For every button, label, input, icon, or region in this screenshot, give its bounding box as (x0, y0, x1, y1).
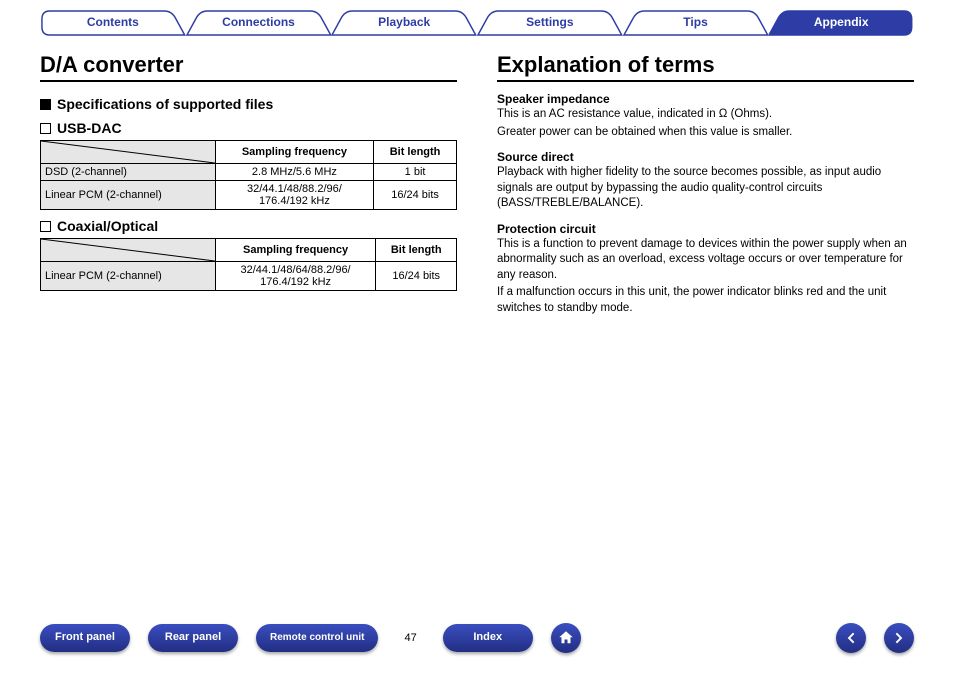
square-outline-icon (40, 123, 51, 134)
tab-playback[interactable]: Playback (331, 10, 477, 36)
right-column: Explanation of terms Speaker impedance T… (497, 46, 914, 318)
left-column: D/A converter Specifications of supporte… (40, 46, 457, 318)
term-title: Source direct (497, 150, 914, 164)
arrow-left-icon (843, 630, 859, 646)
coax-table: Sampling frequency Bit length Linear PCM… (40, 238, 457, 291)
row-bits: 16/24 bits (374, 181, 457, 210)
row-label: Linear PCM (2-channel) (41, 262, 216, 291)
row-bits: 1 bit (374, 164, 457, 181)
term-body: Playback with higher fidelity to the sou… (497, 165, 914, 212)
usb-dac-table: Sampling frequency Bit length DSD (2-cha… (40, 140, 457, 210)
usb-dac-heading: USB-DAC (40, 120, 457, 136)
tab-label: Playback (378, 15, 430, 29)
next-button[interactable] (884, 623, 914, 653)
spec-heading: Specifications of supported files (40, 96, 457, 112)
row-freq: 2.8 MHz/5.6 MHz (215, 164, 373, 181)
footer: Front panel Rear panel Remote control un… (40, 623, 914, 653)
top-tabs: Contents Connections Playback Settings T… (40, 10, 914, 36)
table-corner (41, 239, 216, 262)
tab-contents[interactable]: Contents (40, 10, 186, 36)
button-label: Index (473, 632, 502, 644)
table-row: Linear PCM (2-channel) 32/44.1/48/64/88.… (41, 262, 457, 291)
term-body: Greater power can be obtained when this … (497, 125, 914, 141)
button-label: Rear panel (165, 632, 221, 644)
front-panel-button[interactable]: Front panel (40, 624, 130, 652)
page-number: 47 (404, 632, 416, 644)
tab-label: Settings (526, 15, 573, 29)
table-row: DSD (2-channel) 2.8 MHz/5.6 MHz 1 bit (41, 164, 457, 181)
row-freq: 32/44.1/48/64/88.2/96/ 176.4/192 kHz (215, 262, 376, 291)
row-freq: 32/44.1/48/88.2/96/ 176.4/192 kHz (215, 181, 373, 210)
table-corner (41, 141, 216, 164)
tab-appendix[interactable]: Appendix (768, 10, 914, 36)
heading-da-converter: D/A converter (40, 52, 457, 82)
index-button[interactable]: Index (443, 624, 533, 652)
rear-panel-button[interactable]: Rear panel (148, 624, 238, 652)
row-label: Linear PCM (2-channel) (41, 181, 216, 210)
arrow-right-icon (891, 630, 907, 646)
prev-button[interactable] (836, 623, 866, 653)
col-bitlength: Bit length (374, 141, 457, 164)
term-body: This is an AC resistance value, indicate… (497, 107, 914, 123)
tab-connections[interactable]: Connections (186, 10, 332, 36)
col-sampling: Sampling frequency (215, 239, 376, 262)
square-icon (40, 99, 51, 110)
remote-control-button[interactable]: Remote control unit (256, 624, 378, 652)
term-body: This is a function to prevent damage to … (497, 237, 914, 284)
term-title: Speaker impedance (497, 92, 914, 106)
row-label: DSD (2-channel) (41, 164, 216, 181)
tab-settings[interactable]: Settings (477, 10, 623, 36)
tab-tips[interactable]: Tips (623, 10, 769, 36)
tab-label: Appendix (814, 15, 869, 29)
spec-heading-text: Specifications of supported files (57, 96, 273, 112)
square-outline-icon (40, 221, 51, 232)
col-sampling: Sampling frequency (215, 141, 373, 164)
heading-explanation: Explanation of terms (497, 52, 914, 82)
coax-heading-text: Coaxial/Optical (57, 218, 158, 234)
button-label: Front panel (55, 632, 115, 644)
tab-label: Contents (87, 15, 139, 29)
row-bits: 16/24 bits (376, 262, 457, 291)
button-label: Remote control unit (270, 633, 364, 644)
tab-label: Connections (222, 15, 295, 29)
coax-heading: Coaxial/Optical (40, 218, 457, 234)
home-button[interactable] (551, 623, 581, 653)
usb-dac-heading-text: USB-DAC (57, 120, 122, 136)
col-bitlength: Bit length (376, 239, 457, 262)
tab-label: Tips (683, 15, 707, 29)
term-body: If a malfunction occurs in this unit, th… (497, 285, 914, 316)
term-title: Protection circuit (497, 222, 914, 236)
table-row: Linear PCM (2-channel) 32/44.1/48/88.2/9… (41, 181, 457, 210)
home-icon (557, 629, 575, 647)
